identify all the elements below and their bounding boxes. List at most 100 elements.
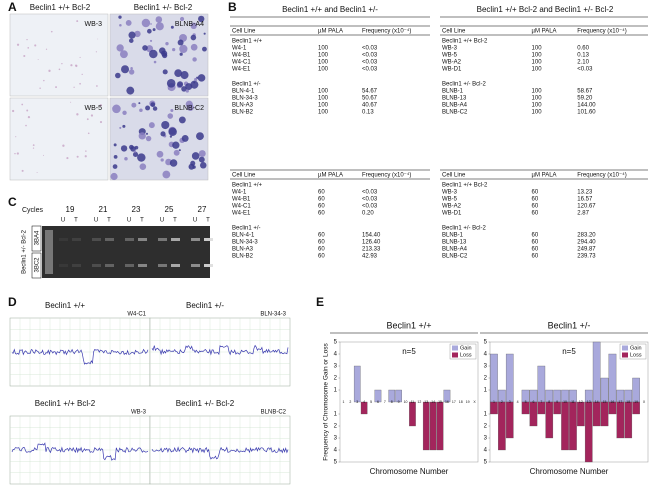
legend-swatch [452, 345, 458, 351]
cell: 100 [318, 67, 329, 73]
band [125, 238, 134, 241]
band [138, 264, 147, 267]
cell: BLNB-C2 [442, 254, 468, 260]
cell: <0.03 [362, 53, 378, 59]
cell [161, 120, 170, 130]
cell [73, 86, 75, 88]
legend-box [449, 343, 477, 360]
cell [139, 108, 143, 112]
band [92, 238, 101, 241]
cell [165, 41, 169, 46]
cell [174, 69, 183, 77]
y-tick-label: 2 [484, 376, 488, 382]
cell [167, 88, 170, 90]
cell [198, 150, 206, 158]
cell: 101.60 [577, 110, 596, 116]
x-tick-label: 11 [411, 400, 415, 404]
cell [126, 86, 135, 95]
lane-label: T [107, 218, 111, 224]
cycle-label: 27 [198, 205, 207, 214]
cell [86, 118, 89, 121]
x-tick-label: 13 [424, 400, 428, 404]
cell: 294.40 [577, 240, 596, 246]
cell: 58.67 [577, 89, 593, 95]
cell: 60 [318, 211, 325, 217]
cell: WB-3 [442, 190, 458, 196]
cell [162, 69, 168, 75]
column-header: Frequency (x10⁻⁴) [577, 28, 626, 35]
cell: 60 [532, 247, 539, 253]
micrograph [9, 13, 109, 97]
x-tick-label: 4 [363, 400, 365, 404]
bar [624, 401, 633, 439]
image-label: WB-3 [85, 21, 103, 28]
plot-sample: W4-C1 [127, 312, 146, 318]
legend-swatch [622, 345, 628, 351]
cell [145, 132, 149, 135]
cycle-label: 19 [66, 205, 75, 214]
cell [162, 170, 171, 179]
band [204, 264, 213, 267]
cell [180, 71, 189, 80]
x-tick-label: 5 [525, 400, 527, 404]
cell [110, 172, 118, 181]
lane-label: T [74, 218, 78, 224]
plot-sample: BLNB-C2 [261, 410, 287, 416]
group-label: Beclin1 +/- [232, 226, 261, 232]
cell [66, 157, 69, 160]
cell: 0.13 [577, 53, 589, 59]
cell: BLNB-1 [442, 233, 464, 239]
cell [112, 104, 121, 114]
table-header: Beclin1 +/+ and Beclin1 +/- [282, 5, 378, 14]
cell [198, 156, 205, 163]
bar [388, 389, 396, 403]
y-axis-label: Frequency of Chromosome Gain or Loss [323, 343, 330, 461]
cell: <0.03 [362, 60, 378, 66]
cell [75, 64, 78, 68]
cell [45, 48, 48, 50]
x-tick-label: 3 [509, 400, 511, 404]
cell: <0.03 [362, 197, 378, 203]
cell: 16.57 [577, 197, 593, 203]
cell [168, 127, 177, 136]
bar [529, 401, 538, 427]
bar [608, 353, 617, 403]
bar [600, 377, 609, 403]
x-tick-label: 8 [391, 400, 393, 404]
cell [26, 38, 28, 41]
bar [537, 401, 546, 415]
ladder [45, 230, 53, 274]
cell: 239.73 [577, 254, 596, 260]
cell [197, 74, 206, 82]
group-label: Beclin1 +/+ Bcl-2 [442, 39, 488, 45]
cell: 60 [532, 190, 539, 196]
cell: 2.10 [577, 60, 589, 66]
chart-title: Beclin1 +/- [548, 320, 591, 330]
cycle-label: 21 [99, 205, 108, 214]
cell: 100 [532, 89, 543, 95]
y-tick-label: 4 [334, 352, 338, 358]
group-label: Beclin1 +/- [232, 82, 261, 88]
x-tick-label: 19 [634, 400, 638, 404]
bar [409, 401, 416, 427]
cell [21, 169, 24, 172]
cell [48, 69, 51, 72]
bar [490, 353, 498, 403]
cell [76, 20, 79, 23]
cell [149, 39, 153, 42]
cell [145, 105, 151, 111]
copy-number-trace [151, 446, 289, 460]
cell: WB-D1 [442, 211, 462, 217]
cell [178, 116, 186, 124]
cell: 100 [532, 103, 543, 109]
cell: WB-A2 [442, 204, 462, 210]
cell [160, 158, 164, 162]
bar [537, 365, 546, 403]
cell: 0.20 [362, 211, 374, 217]
row-label: 3BA4 [35, 230, 41, 245]
column-header: Cell Line [442, 173, 466, 179]
x-tick-label: 14 [595, 400, 599, 404]
cell [172, 47, 176, 52]
cell [178, 149, 181, 152]
cell [122, 124, 126, 128]
